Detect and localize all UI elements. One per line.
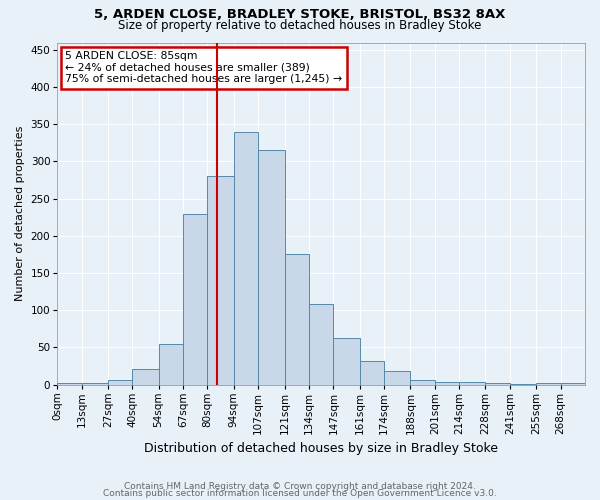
Bar bbox=[435, 382, 459, 384]
X-axis label: Distribution of detached houses by size in Bradley Stoke: Distribution of detached houses by size … bbox=[144, 442, 498, 455]
Bar bbox=[258, 150, 284, 384]
Text: 5, ARDEN CLOSE, BRADLEY STOKE, BRISTOL, BS32 8AX: 5, ARDEN CLOSE, BRADLEY STOKE, BRISTOL, … bbox=[94, 8, 506, 20]
Bar bbox=[183, 214, 208, 384]
Bar bbox=[309, 304, 334, 384]
Text: Size of property relative to detached houses in Bradley Stoke: Size of property relative to detached ho… bbox=[118, 19, 482, 32]
Bar bbox=[560, 383, 585, 384]
Text: 5 ARDEN CLOSE: 85sqm
← 24% of detached houses are smaller (389)
75% of semi-deta: 5 ARDEN CLOSE: 85sqm ← 24% of detached h… bbox=[65, 51, 342, 84]
Bar bbox=[334, 338, 359, 384]
Y-axis label: Number of detached properties: Number of detached properties bbox=[15, 126, 25, 301]
Bar bbox=[57, 383, 82, 384]
Bar bbox=[359, 361, 384, 384]
Bar bbox=[485, 383, 510, 384]
Bar bbox=[158, 344, 183, 385]
Bar bbox=[384, 371, 410, 384]
Bar bbox=[108, 380, 133, 384]
Bar bbox=[410, 380, 435, 384]
Text: Contains HM Land Registry data © Crown copyright and database right 2024.: Contains HM Land Registry data © Crown c… bbox=[124, 482, 476, 491]
Bar bbox=[234, 132, 258, 384]
Bar bbox=[284, 254, 309, 384]
Bar bbox=[536, 383, 560, 384]
Bar bbox=[82, 383, 108, 384]
Bar bbox=[208, 176, 234, 384]
Bar bbox=[133, 369, 158, 384]
Text: Contains public sector information licensed under the Open Government Licence v3: Contains public sector information licen… bbox=[103, 489, 497, 498]
Bar bbox=[459, 382, 485, 384]
